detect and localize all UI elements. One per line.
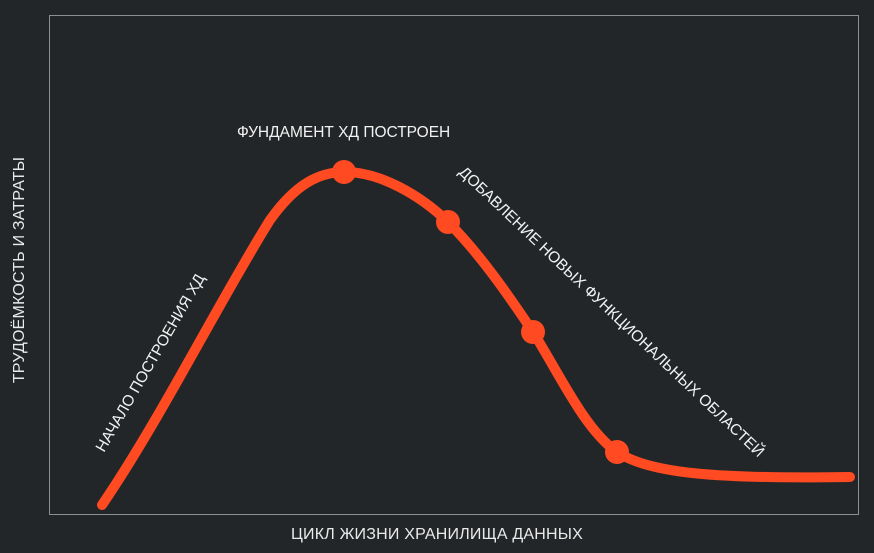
- annotation-decline: ДОБАВЛЕНИЕ НОВЫХ ФУНКЦИОНАЛЬНЫХ ОБЛАСТЕЙ: [455, 163, 768, 461]
- milestone-dot-4: [605, 440, 629, 464]
- x-axis-label: ЦИКЛ ЖИЗНИ ХРАНИЛИЩА ДАННЫХ: [290, 526, 583, 543]
- effort-curve: [97, 167, 855, 510]
- milestone-dot-2: [436, 210, 460, 234]
- milestone-dot-peak: [332, 160, 356, 184]
- annotation-peak: ФУНДАМЕНТ ХД ПОСТРОЕН: [237, 124, 450, 141]
- milestone-dot-3: [521, 320, 545, 344]
- y-axis-label: ТРУДОЁМКОСТЬ И ЗАТРАТЫ: [11, 156, 28, 384]
- plot-frame: [49, 15, 859, 515]
